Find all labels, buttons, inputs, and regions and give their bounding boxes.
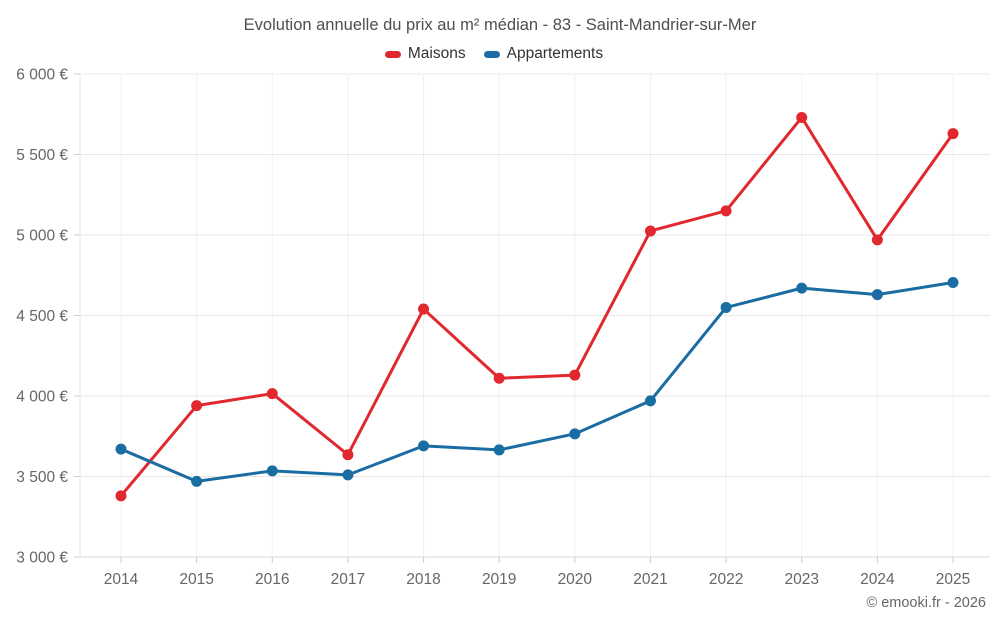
data-point-appartements-2017[interactable] — [342, 469, 354, 481]
y-tick-label: 5 000 € — [16, 228, 68, 245]
data-point-appartements-2025[interactable] — [947, 276, 959, 288]
legend-item-appartements[interactable]: Appartements — [483, 45, 604, 63]
data-point-appartements-2022[interactable] — [720, 301, 732, 313]
data-point-appartements-2014[interactable] — [115, 443, 127, 455]
data-point-maisons-2022[interactable] — [720, 205, 732, 217]
data-point-appartements-2021[interactable] — [644, 395, 656, 407]
data-point-maisons-2015[interactable] — [191, 400, 203, 412]
legend-item-maisons[interactable]: Maisons — [384, 45, 466, 63]
x-tick-label-2020: 2020 — [558, 571, 593, 588]
y-tick-label: 4 500 € — [16, 308, 68, 325]
y-tick-label: 3 500 € — [16, 469, 68, 486]
data-point-maisons-2014[interactable] — [115, 490, 127, 502]
watermark-credit: © emooki.fr - 2026 — [866, 595, 986, 611]
x-tick-label-2025: 2025 — [936, 571, 970, 588]
x-tick-label-2019: 2019 — [482, 571, 516, 588]
data-point-appartements-2015[interactable] — [191, 475, 203, 487]
data-point-appartements-2023[interactable] — [796, 282, 808, 294]
x-tick-label-2016: 2016 — [255, 571, 289, 588]
series-line-appartements — [119, 280, 955, 483]
data-point-maisons-2025[interactable] — [947, 128, 959, 140]
data-point-maisons-2017[interactable] — [342, 449, 354, 461]
x-tick-label-2023: 2023 — [784, 571, 818, 588]
data-point-maisons-2020[interactable] — [569, 369, 581, 381]
x-tick-label-2021: 2021 — [633, 571, 667, 588]
appartements-series-swatch — [483, 50, 500, 58]
data-point-appartements-2020[interactable] — [569, 428, 581, 440]
y-tick-label: 5 500 € — [16, 147, 68, 164]
page-title: Evolution annuelle du prix au m² médian … — [243, 16, 757, 34]
y-tick-label: 4 000 € — [16, 389, 68, 406]
y-tick-label: 3 000 € — [16, 550, 68, 567]
legend-label-appartements: Appartements — [506, 45, 604, 62]
series-line-maisons — [119, 115, 955, 498]
data-point-appartements-2024[interactable] — [871, 289, 883, 301]
x-tick-label-2017: 2017 — [331, 571, 365, 588]
x-tick-label-2015: 2015 — [179, 571, 213, 588]
data-point-maisons-2024[interactable] — [871, 234, 883, 246]
legend: Maisons Appartements — [0, 45, 988, 63]
data-point-maisons-2018[interactable] — [418, 303, 430, 315]
data-point-maisons-2019[interactable] — [493, 372, 505, 384]
data-point-maisons-2016[interactable] — [266, 388, 278, 400]
data-point-appartements-2019[interactable] — [493, 444, 505, 456]
data-point-appartements-2016[interactable] — [266, 465, 278, 477]
maisons-series-swatch — [384, 50, 401, 58]
legend-label-maisons: Maisons — [407, 45, 466, 62]
x-tick-label-2014: 2014 — [104, 571, 139, 588]
x-tick-label-2022: 2022 — [709, 571, 743, 588]
data-point-maisons-2023[interactable] — [796, 111, 808, 123]
data-point-maisons-2021[interactable] — [644, 225, 656, 237]
x-tick-label-2018: 2018 — [406, 571, 440, 588]
x-tick-label-2024: 2024 — [860, 571, 895, 588]
y-tick-label: 6 000 € — [16, 67, 68, 84]
data-point-appartements-2018[interactable] — [418, 440, 430, 452]
